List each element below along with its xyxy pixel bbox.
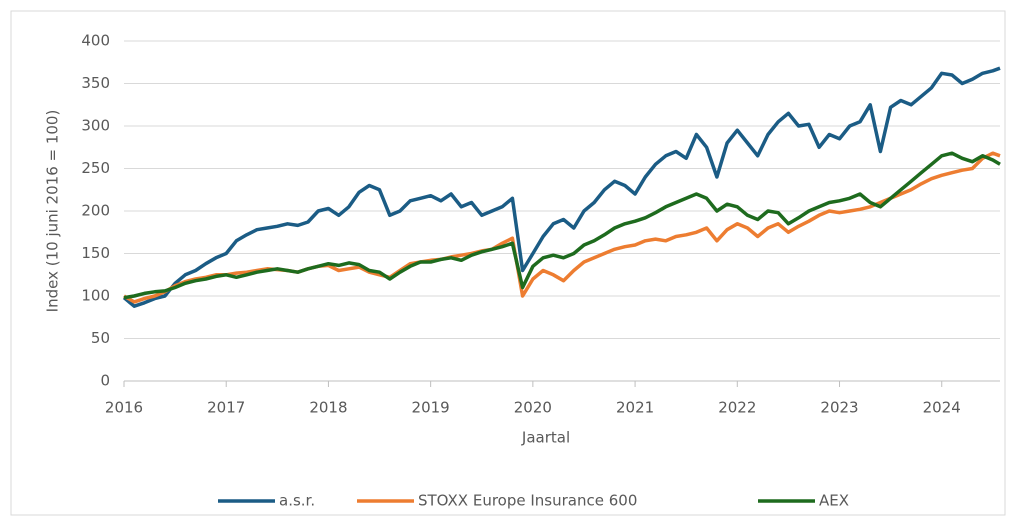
series-line	[123, 151, 1001, 300]
y-tick-label: 0	[100, 372, 110, 390]
y-tick-label: 100	[81, 287, 110, 305]
x-tick-label: 2018	[309, 399, 347, 417]
y-tick-label: 300	[81, 117, 110, 135]
series-line	[122, 66, 1001, 308]
x-tick-label: 2017	[207, 399, 245, 417]
x-tick-label: 2019	[412, 399, 450, 417]
y-tick-label: 50	[91, 329, 110, 347]
chart-frame	[10, 10, 1006, 516]
y-tick-label: 250	[81, 159, 110, 177]
legend-label: a.s.r.	[279, 492, 315, 510]
y-tick-label: 200	[81, 202, 110, 220]
y-tick-label: 400	[81, 32, 110, 50]
x-tick-label: 2016	[105, 399, 143, 417]
x-tick-label: 2022	[718, 399, 756, 417]
y-tick-label: 150	[81, 244, 110, 262]
x-tick-label: 2024	[923, 399, 961, 417]
y-tick-label: 350	[81, 74, 110, 92]
x-tick-label: 2020	[514, 399, 552, 417]
x-axis-title: Jaartal	[521, 429, 570, 447]
x-tick-label: 2021	[616, 399, 654, 417]
legend-label: AEX	[819, 492, 849, 510]
y-axis-title: Index (10 juni 2016 = 100)	[44, 110, 62, 313]
x-tick-label: 2023	[820, 399, 858, 417]
legend-label: STOXX Europe Insurance 600	[418, 492, 637, 510]
